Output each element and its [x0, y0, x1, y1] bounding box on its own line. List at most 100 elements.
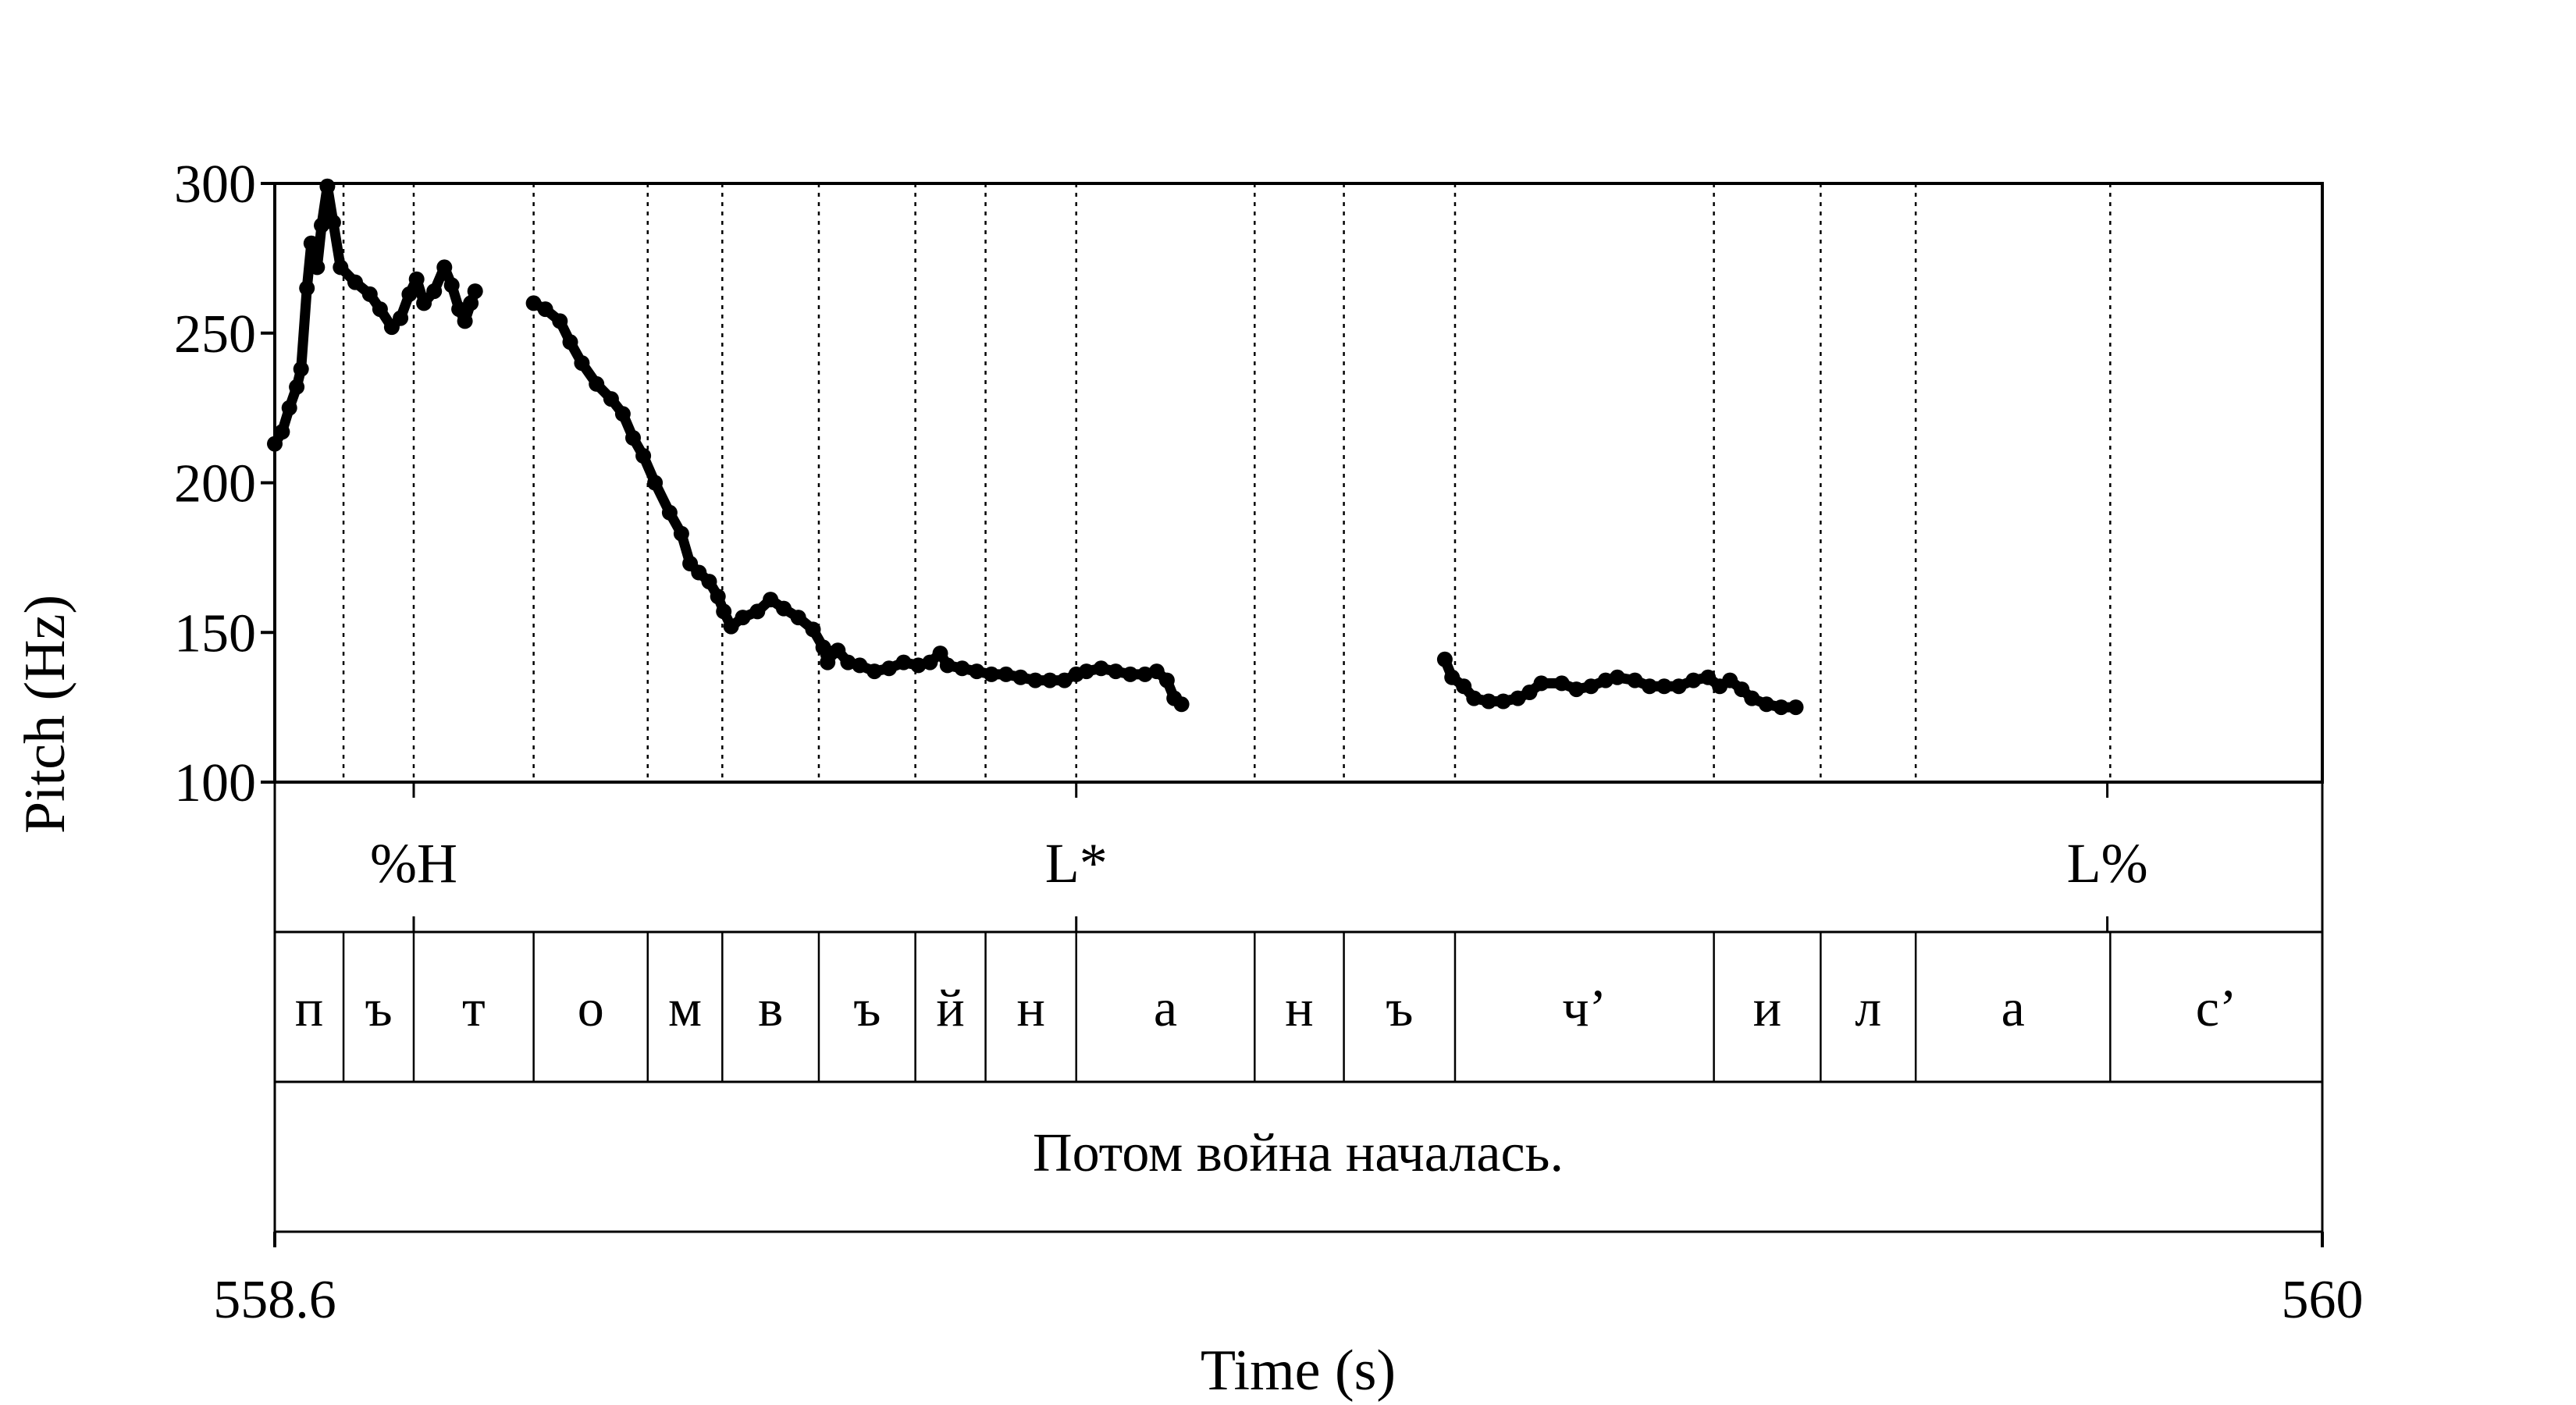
- pitch-point-0-2: [281, 400, 297, 416]
- pitch-point-1-2: [552, 313, 568, 329]
- pitch-point-1-15: [701, 574, 717, 590]
- pitch-point-2-12: [1597, 672, 1614, 688]
- pitch-track: [267, 178, 1804, 716]
- pitch-point-0-7: [309, 259, 326, 276]
- pitch-point-2-15: [1642, 678, 1658, 695]
- pitch-point-1-29: [840, 654, 856, 670]
- pitch-point-1-21: [763, 592, 779, 608]
- segment-label-10: н: [1285, 978, 1313, 1037]
- tone-label-2: L%: [2067, 832, 2148, 895]
- pitch-point-1-40: [984, 666, 1000, 682]
- pitch-point-1-10: [647, 475, 664, 491]
- tone-label-1: L*: [1045, 832, 1108, 895]
- pitch-point-0-5: [299, 280, 315, 297]
- pitch-point-0-19: [416, 295, 432, 311]
- pitch-point-1-24: [805, 621, 821, 638]
- pitch-point-0-10: [325, 214, 341, 230]
- y-axis-ticks: 100 150 200 250 300: [174, 155, 275, 813]
- pitch-point-1-20: [749, 603, 766, 620]
- sentence-tier-frame: [273, 1080, 2324, 1233]
- pitch-point-1-11: [661, 504, 678, 521]
- pitch-point-1-31: [866, 663, 883, 680]
- pitch-point-0-16: [393, 310, 409, 326]
- pitch-point-1-43: [1027, 672, 1044, 688]
- pitch-point-1-50: [1123, 666, 1138, 682]
- pitch-point-2-19: [1700, 669, 1717, 685]
- pitch-point-0-24: [457, 313, 473, 329]
- pitch-point-1-19: [735, 610, 751, 626]
- segment-label-4: м: [668, 978, 702, 1037]
- y-tick-label-4: 300: [174, 155, 256, 215]
- pitch-point-2-14: [1627, 672, 1643, 688]
- pitch-point-1-48: [1093, 660, 1109, 677]
- pitch-point-1-12: [673, 525, 689, 542]
- tone-labels: %H L* L%: [370, 832, 2148, 895]
- tone-tier-frame: [273, 781, 2324, 934]
- pitch-point-2-1: [1444, 669, 1461, 685]
- pitch-point-1-41: [998, 666, 1014, 682]
- pitch-point-1-49: [1108, 663, 1124, 680]
- y-tick-label-3: 250: [174, 304, 256, 365]
- segment-label-11: ъ: [1386, 978, 1413, 1037]
- segment-label-1: ъ: [365, 978, 392, 1037]
- segment-label-5: в: [758, 978, 783, 1037]
- boundary-guides: [342, 183, 2112, 782]
- pitch-point-1-18: [723, 618, 739, 635]
- pitch-point-0-11: [333, 259, 349, 276]
- pitch-point-0-4: [293, 361, 309, 377]
- pitch-point-2-18: [1685, 672, 1702, 688]
- pitch-point-1-3: [562, 334, 578, 350]
- pitch-point-1-23: [790, 610, 806, 626]
- pitch-point-1-5: [589, 375, 605, 392]
- pitch-point-1-44: [1042, 672, 1058, 688]
- pitch-point-2-16: [1656, 678, 1672, 695]
- pitch-point-1-39: [969, 663, 985, 680]
- pitch-point-0-25: [463, 295, 479, 311]
- pitch-point-1-17: [716, 603, 732, 620]
- segment-label-16: с’: [2196, 978, 2237, 1037]
- segment-label-15: а: [2001, 978, 2025, 1037]
- pitch-point-2-17: [1670, 678, 1687, 695]
- segment-label-9: а: [1154, 978, 1177, 1037]
- y-axis-label: Pitch (Hz): [13, 595, 77, 834]
- pitch-point-1-33: [895, 654, 912, 670]
- segment-label-3: о: [578, 978, 604, 1037]
- tone-label-0: %H: [370, 832, 457, 895]
- pitch-point-0-17: [401, 286, 418, 302]
- pitch-point-1-0: [525, 295, 542, 311]
- pitch-point-0-12: [347, 274, 363, 290]
- pitch-point-1-55: [1173, 696, 1190, 713]
- pitch-point-1-53: [1158, 672, 1175, 688]
- sentence-label: Потом война началась.: [1033, 1123, 1564, 1183]
- segment-label-6: ъ: [853, 978, 881, 1037]
- pitch-point-2-26: [1788, 699, 1804, 716]
- pitch-point-1-16: [710, 589, 726, 605]
- pitch-point-0-6: [303, 235, 319, 251]
- pitch-contour-1: [528, 297, 1187, 710]
- pitch-point-1-34: [910, 657, 927, 674]
- pitch-point-0-22: [443, 277, 460, 293]
- y-tick-label-2: 200: [174, 454, 256, 514]
- pitch-point-1-37: [939, 657, 955, 674]
- pitch-point-1-35: [922, 654, 938, 670]
- segment-boundaries: [342, 932, 2112, 1082]
- segment-label-13: и: [1753, 978, 1781, 1037]
- pitch-point-0-1: [274, 424, 290, 440]
- segment-label-8: н: [1016, 978, 1044, 1037]
- x-axis-label: Time (s): [1201, 1339, 1396, 1403]
- pitch-point-1-9: [635, 448, 652, 464]
- pitch-point-0-26: [467, 283, 483, 300]
- segment-labels: п ъ т о м в ъ й н а н ъ ч’ и л а с’: [295, 978, 2237, 1037]
- pitch-point-0-23: [451, 301, 468, 318]
- pitch-point-2-9: [1553, 675, 1570, 692]
- pitch-point-2-24: [1759, 696, 1774, 713]
- x-tick-label-0: 558.6: [213, 1270, 336, 1330]
- pitch-point-2-5: [1495, 693, 1511, 710]
- segment-label-7: й: [936, 978, 964, 1037]
- pitch-contour-0: [269, 181, 481, 450]
- pitch-point-0-21: [436, 259, 453, 276]
- pitch-point-2-25: [1773, 699, 1789, 716]
- pitch-point-1-52: [1148, 663, 1165, 680]
- pitch-point-1-36: [932, 646, 948, 662]
- pitch-plot-frame: [273, 182, 2324, 784]
